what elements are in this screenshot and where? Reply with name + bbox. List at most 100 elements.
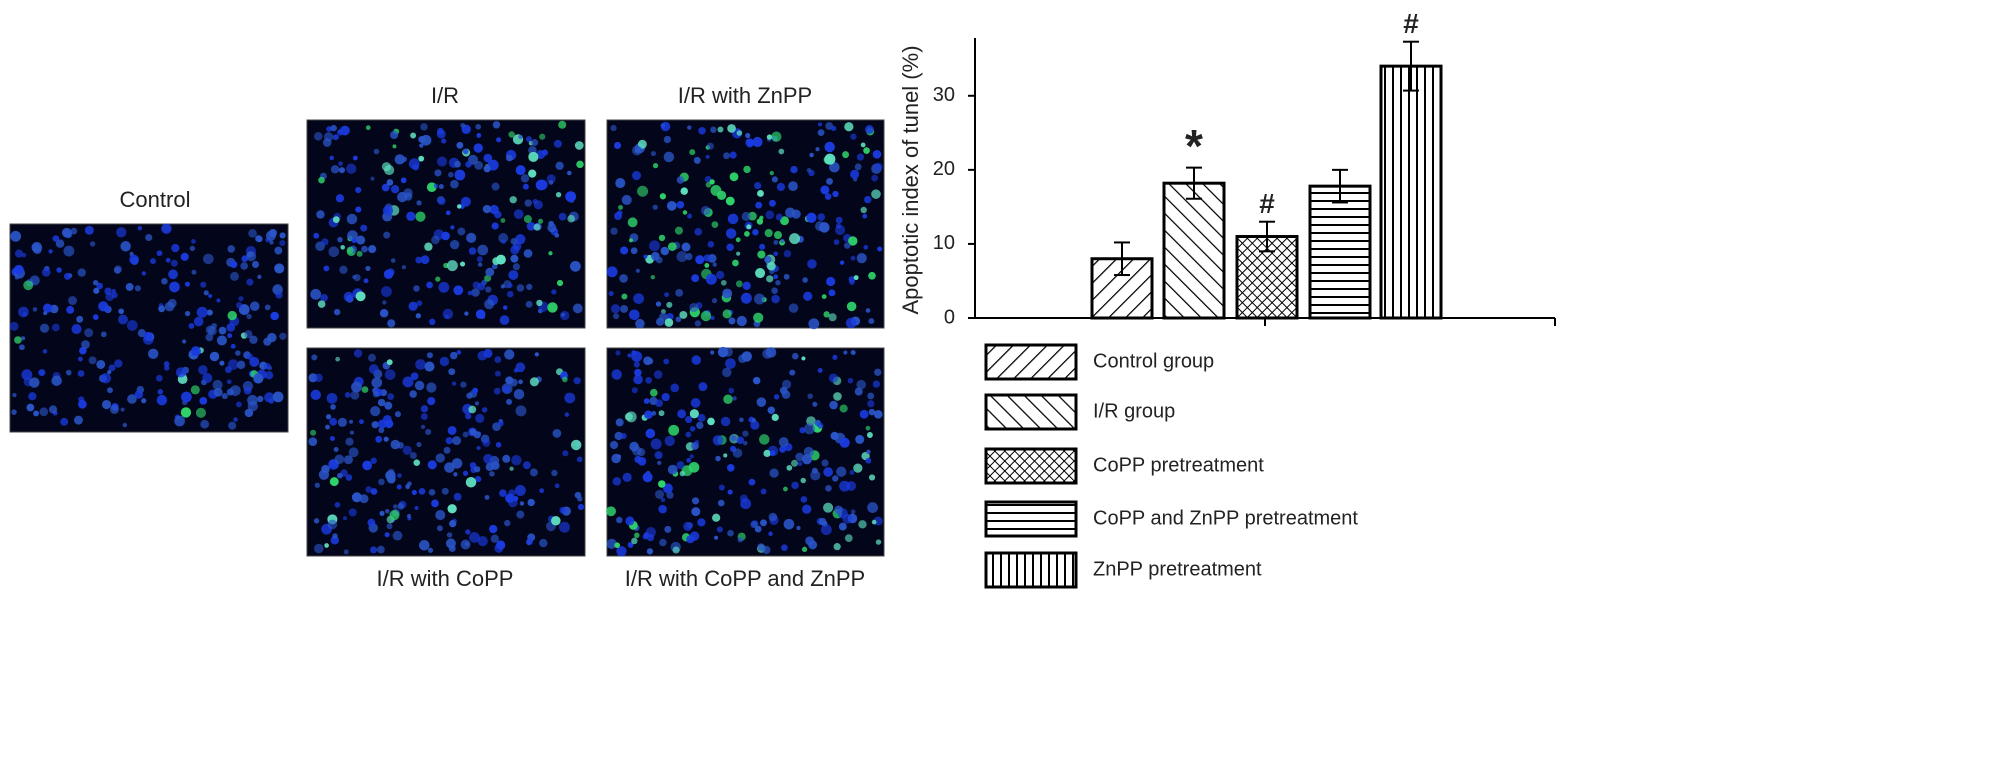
cell <box>332 216 340 224</box>
cell <box>619 274 628 283</box>
cell <box>180 252 189 261</box>
cell <box>353 349 363 358</box>
cell <box>631 171 642 181</box>
cell <box>148 348 159 360</box>
cell <box>313 518 320 524</box>
cell <box>355 291 366 302</box>
cell <box>751 418 756 423</box>
cell <box>642 472 653 483</box>
cell <box>769 170 774 176</box>
cell <box>438 281 450 293</box>
cell <box>413 459 421 466</box>
cell <box>705 273 717 285</box>
cell <box>712 513 721 522</box>
cell <box>750 520 758 529</box>
cell <box>682 210 688 215</box>
cell <box>327 519 338 530</box>
cell <box>349 430 354 435</box>
cell <box>555 161 564 170</box>
legend-label: I/R group <box>1093 400 1175 422</box>
legend-label: ZnPP pretreatment <box>1093 558 1262 580</box>
cell <box>609 440 619 450</box>
cell <box>502 385 511 393</box>
cell <box>330 124 337 132</box>
cell <box>444 462 455 473</box>
cell <box>606 506 616 517</box>
cell <box>624 412 633 421</box>
cell <box>628 238 634 243</box>
cell <box>691 355 702 365</box>
cell <box>781 379 792 390</box>
cell <box>637 139 647 149</box>
panel-label: I/R <box>431 83 459 108</box>
cell <box>310 389 321 401</box>
cell <box>491 263 498 270</box>
y-tick-label: 0 <box>944 306 955 328</box>
cell <box>551 469 558 477</box>
cell <box>722 288 733 299</box>
cell <box>505 493 515 503</box>
cell <box>690 398 701 408</box>
cell <box>716 270 725 280</box>
cell <box>873 409 883 419</box>
cell <box>225 366 232 374</box>
cell <box>32 307 38 312</box>
cell <box>551 515 561 526</box>
cell <box>627 217 638 228</box>
cell <box>381 183 390 192</box>
cell <box>726 464 735 472</box>
cell <box>606 538 617 550</box>
cell <box>839 404 848 413</box>
cell <box>474 160 484 170</box>
cell <box>701 205 711 216</box>
cell <box>655 301 662 307</box>
cell <box>817 129 825 137</box>
cell <box>650 438 662 450</box>
cell <box>658 234 666 242</box>
cell <box>763 449 771 458</box>
cell <box>660 497 666 503</box>
cell <box>742 430 749 437</box>
cell <box>460 261 466 267</box>
cell <box>462 431 469 438</box>
cell <box>410 372 419 381</box>
cell <box>727 489 733 495</box>
error-bar <box>1332 168 1348 204</box>
cell <box>791 459 799 467</box>
cell <box>392 504 398 509</box>
cell <box>779 445 786 453</box>
cell <box>416 200 422 206</box>
cell <box>349 419 354 424</box>
cell <box>247 394 258 406</box>
cell <box>616 516 623 524</box>
cell <box>766 275 774 283</box>
cell <box>668 424 680 436</box>
cell <box>694 320 702 327</box>
cell <box>14 336 22 344</box>
cell <box>230 260 238 268</box>
cell <box>485 462 495 472</box>
cell <box>346 163 357 174</box>
cell <box>456 204 462 209</box>
cell <box>829 161 840 173</box>
cell <box>161 223 172 234</box>
cell <box>513 368 519 373</box>
cell <box>524 199 532 207</box>
cell <box>170 259 178 267</box>
cell <box>528 169 537 178</box>
cell <box>375 435 383 443</box>
cell <box>274 246 283 255</box>
cell <box>838 522 847 531</box>
cell <box>664 292 670 298</box>
cell <box>424 361 435 372</box>
cell <box>324 543 329 548</box>
cell <box>866 432 873 438</box>
cell <box>253 373 264 384</box>
cell <box>809 152 814 158</box>
cell <box>233 417 238 422</box>
cell <box>515 405 527 417</box>
cell <box>654 489 665 499</box>
cell <box>710 315 715 321</box>
cell <box>325 414 332 420</box>
cell <box>643 356 653 366</box>
